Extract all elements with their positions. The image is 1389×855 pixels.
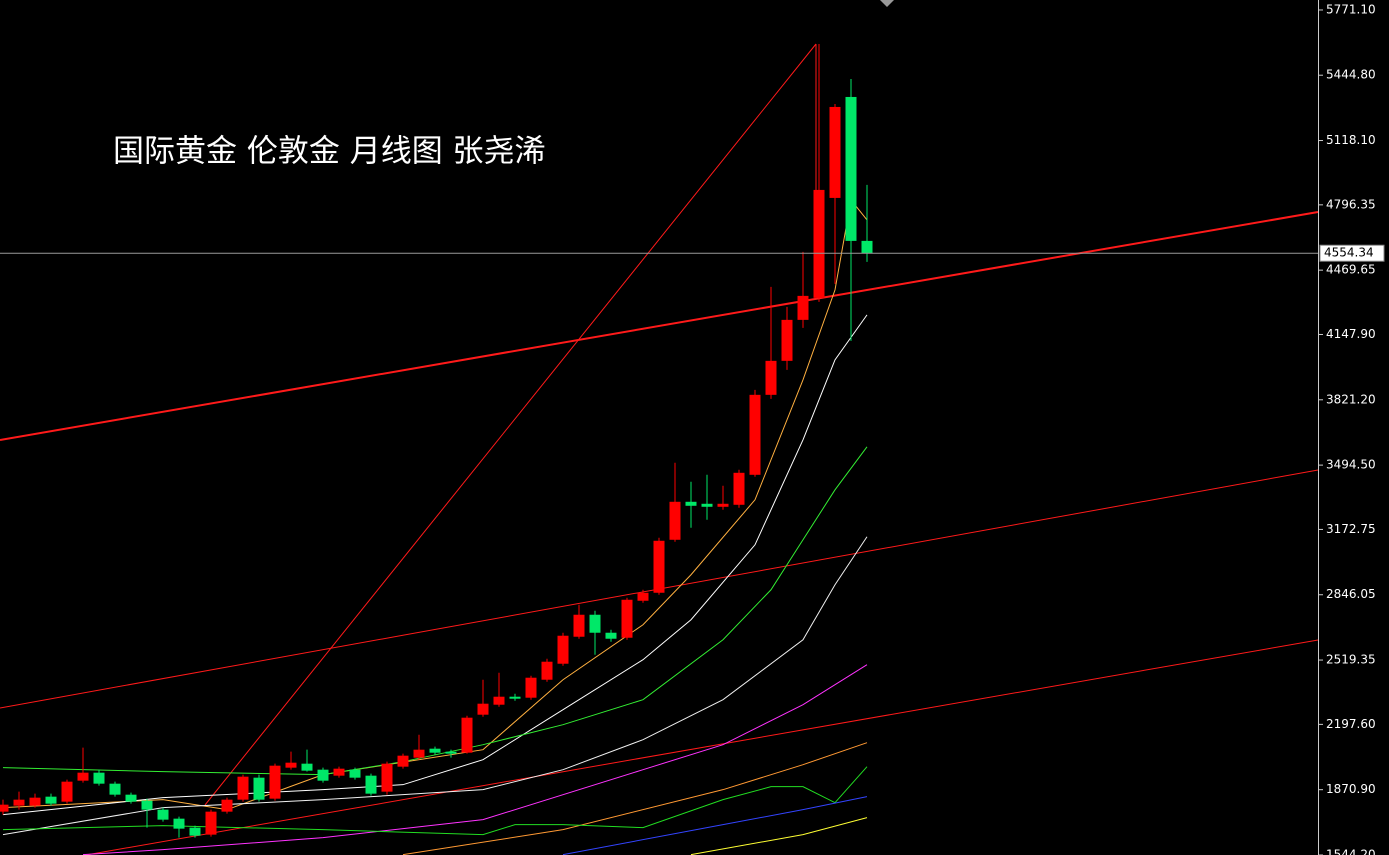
last-price-label: 4554.34 [1324, 246, 1374, 260]
candle-body [573, 614, 585, 637]
candle-body [765, 360, 777, 395]
chart-title: 国际黄金 伦敦金 月线图 张尧浠 [113, 134, 546, 170]
y-tick-label: 3494.50 [1326, 458, 1376, 472]
y-tick-label: 2519.35 [1326, 653, 1376, 667]
candle-body [365, 775, 377, 794]
candle-body [125, 794, 137, 802]
candle-body [461, 717, 473, 753]
y-tick-label: 1870.90 [1326, 782, 1376, 796]
candle-body [525, 677, 537, 698]
candle-body [269, 765, 281, 799]
candle-body [861, 240, 873, 254]
candle-body [109, 783, 121, 795]
candle-body [749, 394, 761, 475]
price-axis-ticks: 5771.10 5444.80 5118.10 4796.35 4469.65 4147.… [1318, 2, 1385, 855]
candle-body [813, 189, 825, 298]
candle-body [0, 804, 9, 812]
candle-body [173, 818, 185, 829]
candle-body [301, 763, 313, 771]
trend-line [204, 43, 817, 806]
candle-body [829, 106, 841, 198]
candle-body [189, 827, 201, 836]
candle-body [61, 781, 73, 802]
candle-body [13, 799, 25, 806]
candle-body [733, 472, 745, 505]
candle-body [541, 661, 553, 680]
candle-body [637, 592, 649, 601]
candle-body [621, 599, 633, 638]
candle-body [493, 696, 505, 705]
candle-body [253, 777, 265, 800]
moving-average [2, 314, 868, 816]
trend-lines [0, 43, 1319, 855]
candle-body [477, 703, 489, 715]
candle-body [205, 811, 217, 835]
y-tick-label: 1544.20 [1326, 848, 1376, 855]
candle-body [509, 696, 521, 699]
y-tick-label: 2846.05 [1326, 587, 1376, 601]
candle-body [397, 755, 409, 767]
y-tick-label: 3821.20 [1326, 392, 1376, 406]
candle-body [93, 772, 105, 784]
candle-body [429, 748, 441, 753]
price-axis-bg [1318, 0, 1389, 855]
last-price-box [1319, 244, 1385, 262]
plot [0, 43, 1318, 855]
candle-body [717, 503, 729, 507]
candle-body [589, 614, 601, 633]
y-tick-label: 5118.10 [1326, 133, 1376, 147]
candle-body [605, 632, 617, 639]
candle-body [381, 763, 393, 792]
candle-body [141, 800, 153, 810]
candle-body [701, 503, 713, 507]
y-tick-label: 3172.75 [1326, 522, 1376, 536]
y-tick-label: 4147.90 [1326, 327, 1376, 341]
candle-body [781, 319, 793, 361]
candle-body [445, 751, 457, 754]
candle-body [29, 797, 41, 806]
marker [880, 0, 894, 7]
y-tick-label: 5771.10 [1326, 2, 1376, 16]
candle-body [221, 799, 233, 812]
trend-line [0, 211, 1319, 441]
moving-average [402, 742, 868, 855]
trend-line [83, 639, 1319, 855]
candle-body [845, 96, 857, 241]
y-tick-label: 4469.65 [1326, 263, 1376, 277]
candle-body [413, 749, 425, 758]
moving-average [2, 766, 868, 836]
candle-body [45, 796, 57, 804]
candle-body [797, 295, 809, 320]
candle-body [77, 772, 89, 781]
moving-average [690, 817, 868, 855]
candle-body [685, 501, 697, 506]
moving-average [82, 664, 868, 855]
candle-body [237, 776, 249, 800]
y-tick-label: 2197.60 [1326, 717, 1376, 731]
candle-body [317, 769, 329, 781]
y-tick-label: 4796.35 [1326, 197, 1376, 211]
candle-body [285, 762, 297, 768]
moving-average [2, 446, 868, 776]
moving-average [562, 796, 868, 855]
candle-body [157, 809, 169, 820]
candle-body [669, 501, 681, 540]
candle-body [557, 635, 569, 664]
moving-average [2, 536, 868, 836]
candle-body [653, 540, 665, 593]
candle-body [349, 769, 361, 778]
candle-body [333, 768, 345, 776]
y-tick-label: 5444.80 [1326, 68, 1376, 82]
